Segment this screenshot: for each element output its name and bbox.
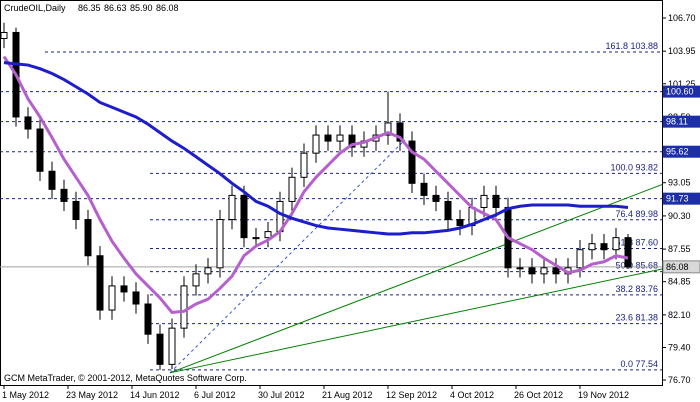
- candle-body: [48, 170, 56, 190]
- candle-body: [168, 327, 176, 365]
- candle-body: [588, 243, 596, 251]
- candle-body: [252, 237, 260, 240]
- candle-body: [480, 194, 488, 208]
- candle-body: [528, 267, 536, 275]
- candle-body: [312, 134, 320, 154]
- x-tick-label: 23 May 2012: [66, 390, 118, 400]
- x-tick-label: 1 May 2012: [2, 390, 49, 400]
- candle-body: [144, 303, 152, 335]
- y-tick-label: 93.05: [668, 178, 691, 188]
- candle-body: [600, 243, 608, 251]
- candle-body: [336, 134, 344, 142]
- candle-body: [96, 255, 104, 311]
- chart-title: CrudeOIL,Daily: [4, 3, 66, 13]
- y-tick-label: 84.85: [668, 277, 691, 287]
- moving-average: [2, 55, 629, 315]
- candle-body: [72, 200, 80, 221]
- y-tick-label: 87.55: [668, 244, 691, 254]
- level-label: 91.73: [666, 194, 689, 204]
- footer: GCM MetaTrader, © 2001-2012, MetaQuotes …: [4, 373, 247, 383]
- candle-body: [300, 152, 308, 178]
- candle-body: [192, 273, 200, 287]
- level-label: 98.11: [666, 117, 688, 127]
- header-value: 86.08: [156, 3, 179, 13]
- candle-body: [624, 237, 632, 268]
- y-tick-label: 103.95: [668, 46, 696, 56]
- x-tick-label: 30 Jul 2012: [258, 390, 305, 400]
- candle-body: [576, 249, 584, 269]
- fib-label: 0.0 77.54: [620, 359, 658, 369]
- candle-body: [228, 194, 236, 221]
- x-tick-label: 6 Jul 2012: [194, 390, 236, 400]
- plot-frame: [0, 0, 663, 386]
- level-label: 95.62: [666, 147, 689, 157]
- price-label: 86.08: [666, 262, 689, 272]
- fib-label: 38.2 83.76: [615, 284, 658, 294]
- moving-average: [3, 61, 629, 236]
- candle-body: [348, 134, 356, 148]
- candle-body: [408, 140, 416, 184]
- y-tick-label: 76.70: [668, 375, 691, 385]
- candle-body: [324, 134, 332, 142]
- fib-label: 23.6 81.38: [615, 313, 658, 323]
- candle-body: [24, 116, 32, 130]
- candle-body: [384, 122, 392, 136]
- x-tick-label: 21 Aug 2012: [322, 390, 373, 400]
- level-box: [663, 85, 700, 98]
- candle-body: [444, 200, 452, 221]
- y-tick-label: 82.10: [668, 310, 691, 320]
- fib-label: 50.0 85.68: [615, 261, 658, 271]
- trendline: [169, 184, 663, 374]
- candle-body: [132, 291, 140, 305]
- candle-body: [216, 219, 224, 269]
- level-box: [663, 145, 700, 158]
- price-box: [662, 260, 700, 274]
- candle-body: [552, 267, 560, 275]
- x-tick-label: 12 Sep 2012: [386, 390, 437, 400]
- candle-body: [240, 194, 248, 239]
- candle-body: [60, 188, 68, 202]
- level-box: [663, 192, 700, 205]
- x-tick-label: 26 Oct 2012: [514, 390, 563, 400]
- candle-body: [84, 219, 92, 257]
- level-label: 100.60: [666, 87, 694, 97]
- candle-body: [432, 194, 440, 202]
- fib-label: 61.8 87.60: [615, 238, 658, 248]
- plot: 161.8 103.88 100.0 93.82 76.4 89.98 61.8 87…: [0, 22, 663, 374]
- y-tick-label: 101.25: [668, 79, 696, 89]
- fib-label: 76.4 89.98: [615, 209, 658, 219]
- trendline: [169, 139, 406, 374]
- header-value: 86.35: [78, 3, 101, 13]
- candle-body: [420, 182, 428, 196]
- candle-body: [120, 285, 128, 293]
- candle-body: [516, 267, 524, 270]
- fib-label: 161.8 103.88: [605, 41, 658, 51]
- candle-body: [36, 128, 44, 172]
- candle-body: [492, 194, 500, 208]
- x-tick-label: 14 Jun 2012: [130, 390, 180, 400]
- x-tick-label: 19 Nov 2012: [578, 390, 629, 400]
- candle-body: [156, 333, 164, 365]
- x-tick-label: 4 Oct 2012: [450, 390, 494, 400]
- y-tick-label: 106.70: [668, 13, 696, 23]
- candle-body: [0, 31, 8, 40]
- candle-body: [180, 285, 188, 329]
- candle-body: [396, 122, 404, 142]
- y-tick-label: 90.30: [668, 211, 691, 221]
- candle-body: [612, 237, 620, 251]
- fib-label: 100.0 93.82: [610, 162, 658, 172]
- candle-body: [108, 285, 116, 311]
- header-value: 85.90: [130, 3, 153, 13]
- level-box: [663, 115, 700, 128]
- candle-body: [540, 267, 548, 275]
- candle-body: [264, 231, 272, 239]
- candle-body: [288, 176, 296, 202]
- y-tick-label: 79.40: [668, 342, 691, 352]
- candle-body: [456, 219, 464, 227]
- header-value: 86.63: [104, 3, 127, 13]
- candle-body: [204, 267, 212, 275]
- trendline: [169, 268, 663, 374]
